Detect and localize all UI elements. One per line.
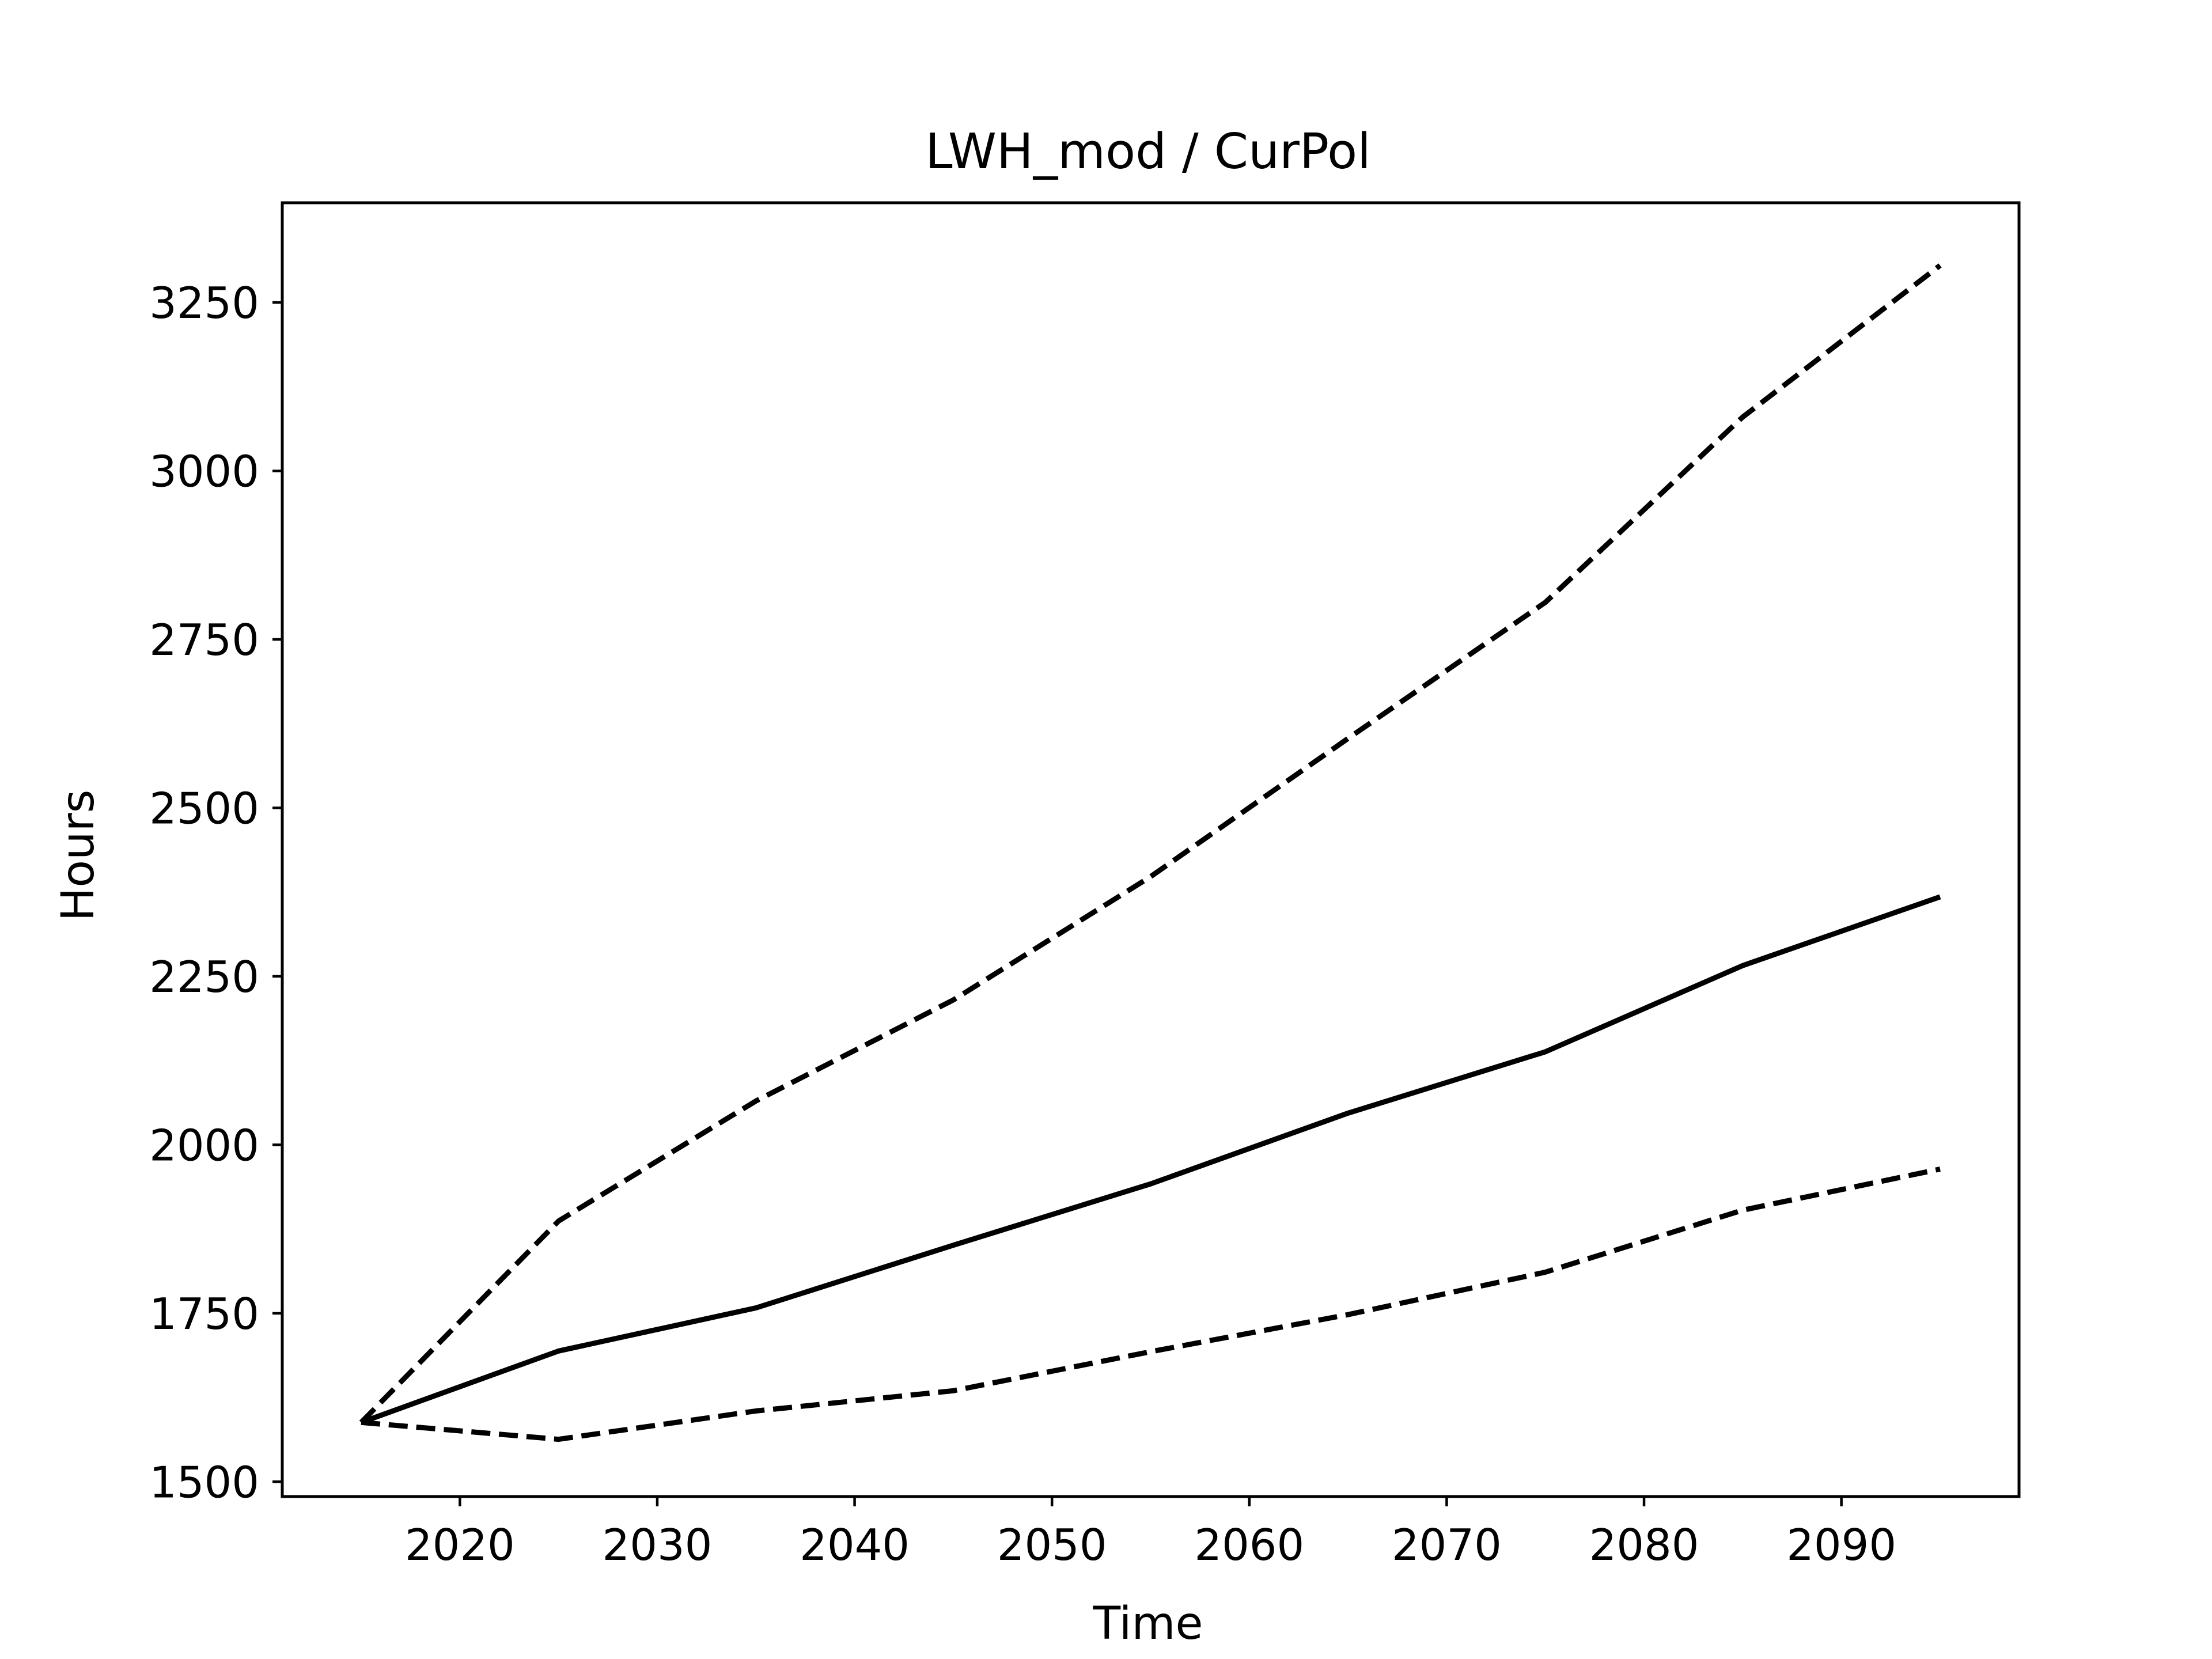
y-tick-label-3250: 3250 (149, 278, 259, 328)
chart-title: LWH_mod / CurPol (925, 123, 1370, 180)
x-tick-label-2020: 2020 (405, 1520, 515, 1570)
x-tick-label-2040: 2040 (800, 1520, 910, 1570)
y-tick-label-2000: 2000 (149, 1120, 259, 1171)
series-line-2 (360, 894, 1941, 1425)
y-tick-label-1750: 1750 (149, 1289, 259, 1339)
x-tick-label-2050: 2050 (997, 1520, 1107, 1570)
x-tick-label-2030: 2030 (603, 1520, 713, 1570)
x-axis-label: Time (1093, 1598, 1203, 1650)
y-tick-label-1500: 1500 (149, 1457, 259, 1508)
x-tick-label-2070: 2070 (1392, 1520, 1502, 1570)
y-axis-label: Hours (52, 790, 104, 922)
x-tick-label-2080: 2080 (1589, 1520, 1699, 1570)
x-tick-label-2060: 2060 (1194, 1520, 1304, 1570)
plot-area: 2020 2030 2040 2050 2060 2070 2080 2090 1500 1750… (149, 201, 2021, 1570)
x-tick-label-2090: 2090 (1786, 1520, 1896, 1570)
y-tick-label-3000: 3000 (149, 446, 259, 497)
y-tick-label-2250: 2250 (149, 952, 259, 1002)
y-tick-label-2750: 2750 (149, 615, 259, 665)
series-line-3 (361, 1166, 1941, 1442)
y-tick-label-2500: 2500 (149, 783, 259, 834)
plot-frame (281, 201, 2021, 1498)
